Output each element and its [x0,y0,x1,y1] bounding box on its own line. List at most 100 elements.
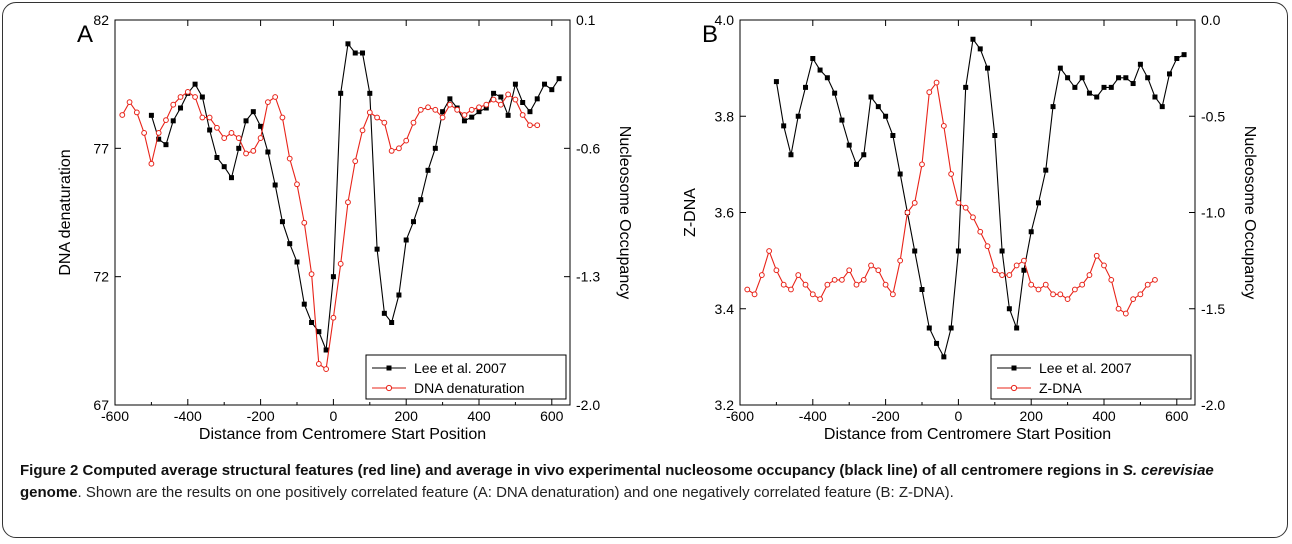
data-point-square [1079,75,1085,81]
x-tick-label: -600 [726,408,754,424]
data-point-circle [1108,276,1115,283]
figure-caption: Figure 2 Computed average structural fea… [20,460,1270,504]
y-right-axis-label: Nucleosome Occupancy [616,126,633,299]
data-point-circle [809,291,816,298]
data-point-square [294,259,300,265]
data-point-square [1006,306,1012,312]
data-point-square [846,142,852,148]
data-point-square [999,248,1005,254]
data-point-circle [330,314,337,321]
data-point-square [773,79,779,85]
x-axis-label: Distance from Centromere Start Position [199,426,486,443]
data-point-square [258,123,264,129]
data-point-square [1086,90,1092,96]
data-point-square [897,171,903,177]
data-point-circle [802,281,809,288]
series-line-nucleosome [150,42,560,351]
data-point-square [1123,75,1129,81]
data-point-circle [359,127,366,134]
data-point-square [301,301,307,307]
data-point-square [1101,84,1107,90]
data-point-circle [148,160,155,167]
data-point-circle [301,219,308,226]
data-point-circle [163,117,169,123]
data-point-square [221,164,227,170]
x-tick-label: -200 [872,408,900,424]
x-tick-label: 600 [1165,408,1189,424]
data-point-circle [911,199,918,206]
data-point-square [534,96,540,102]
x-tick-label: 600 [540,408,564,424]
y-left-tick-label: 4.0 [715,12,735,28]
data-point-circle [1021,257,1027,264]
data-point-circle [991,267,998,274]
data-point-square [1181,52,1187,58]
data-point-square [977,46,983,52]
data-point-circle [388,148,395,154]
y-right-tick-label: -1.3 [576,269,600,285]
data-point-square [832,90,838,96]
data-point-square [926,325,932,331]
data-point-square [432,145,438,151]
data-point-square [498,94,504,100]
caption-bold-suffix: genome [20,484,78,501]
data-point-square [542,81,548,87]
data-point-square [1057,65,1063,71]
chart-panel-a: A -600 -400 -200 0 200 400 600 67 72 77 82 -2.0 -1.3 -… [40,8,660,463]
data-point-circle [214,124,220,131]
data-point-square [512,81,518,87]
data-point-square [389,320,395,325]
data-point-circle [454,106,461,113]
y-left-tick-label: 3.4 [715,301,735,317]
data-point-square [330,274,336,280]
data-point-square [1021,267,1027,273]
data-point-circle [868,262,874,269]
y-left-axis-label: Z-DNA [682,188,699,237]
data-point-square [1014,325,1020,331]
data-point-circle [860,276,867,283]
data-point-circle [758,272,765,278]
data-point-square [148,112,154,118]
data-point-circle [272,94,279,100]
x-tick-label: 400 [1092,408,1116,424]
data-point-circle [446,101,453,108]
data-point-square [868,94,874,100]
data-point-circle [279,114,286,121]
y-right-tick-label: -1.0 [1201,205,1225,221]
data-point-circle [1013,262,1020,269]
data-point-square [250,109,256,115]
data-point-circle [490,96,497,103]
data-point-circle [831,276,838,283]
data-point-circle [483,101,490,108]
data-point-square [1028,229,1034,235]
data-point-square [890,133,896,138]
data-point-square [1094,94,1100,100]
data-point-square [934,340,940,346]
data-point-square [505,112,511,118]
data-point-circle [1042,281,1049,288]
data-point-circle [955,199,962,206]
data-point-circle [962,204,969,211]
data-point-circle [432,106,439,113]
data-point-circle [264,99,271,106]
data-point-square [788,152,794,158]
data-point-square [853,161,859,167]
data-point-square [985,65,991,71]
legend-marker-square [386,365,392,371]
data-point-square [1174,56,1180,61]
data-point-square [1108,84,1114,90]
data-point-circle [257,135,264,141]
data-point-circle [919,161,925,168]
y-left-tick-label: 3.6 [715,205,735,221]
data-point-circle [766,248,773,254]
data-point-circle [410,119,417,126]
data-point-circle [155,130,162,136]
data-point-square [1152,94,1158,100]
y-right-axis-label: Nucleosome Occupancy [1241,126,1258,299]
data-point-square [178,105,184,111]
data-point-circle [381,119,388,126]
data-point-circle [192,94,198,100]
y-left-tick-label: 67 [93,397,109,413]
data-point-circle [1035,286,1042,293]
data-point-circle [505,91,512,98]
